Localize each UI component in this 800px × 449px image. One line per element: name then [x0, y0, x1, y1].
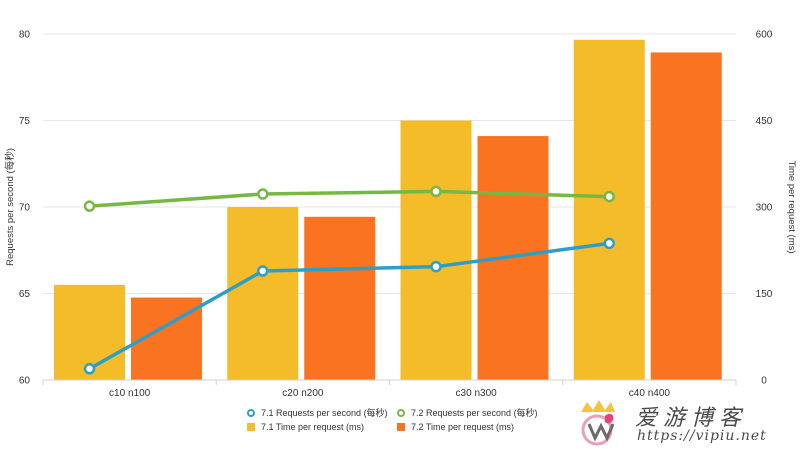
y-right-tick-label: 600: [756, 30, 773, 41]
tick-labels: 60 65 70 75 80 0 150 300 450 600 c10 n100 c20 n200 c…: [19, 30, 773, 400]
y-right-tick-label: 300: [756, 203, 773, 214]
legend-item-7-2-time[interactable]: 7.2 Time per request (ms): [396, 422, 546, 432]
series-line-7-1-rps: [88, 241, 610, 371]
legend-label: 7.2 Requests per second (每秒): [411, 408, 538, 418]
legend-item-7-1-time[interactable]: 7.1 Time per request (ms): [246, 422, 396, 432]
watermark-url: https://vipiu.net: [637, 428, 767, 444]
legend-item-7-2-rps[interactable]: 7.2 Requests per second (每秒): [396, 406, 546, 419]
y-right-tick-label: 450: [756, 116, 773, 127]
crown-logo-icon: [581, 400, 615, 446]
legend: 7.1 Requests per second (每秒) 7.2 Request…: [246, 406, 546, 432]
legend-circle-icon: [397, 408, 405, 417]
x-tick-label: c30 n300: [456, 388, 498, 399]
y-left-tick-label: 70: [19, 203, 31, 214]
axes: [42, 379, 737, 385]
x-tick-label: c20 n200: [282, 388, 324, 399]
y-axis-left-title: Requests per second (每秒): [4, 148, 16, 266]
series-point-7-1-rps[interactable]: [257, 265, 269, 277]
bar-7-1-time: [573, 39, 645, 381]
legend-label: 7.2 Time per request (ms): [411, 422, 515, 432]
y-left-tick-label: 75: [19, 116, 31, 127]
bars: [54, 39, 722, 381]
y-axis-right-title: Time per request (ms): [786, 160, 797, 253]
legend-square-icon: [247, 423, 255, 431]
y-left-tick-label: 65: [19, 289, 31, 300]
legend-square-icon: [397, 423, 405, 431]
series-point-7-2-rps[interactable]: [83, 200, 96, 212]
legend-label: 7.1 Requests per second (每秒): [261, 408, 388, 418]
y-left-tick-label: 80: [19, 30, 31, 41]
y-right-tick-label: 0: [761, 376, 767, 387]
x-tick-label: c10 n100: [109, 388, 151, 399]
y-right-tick-label: 150: [756, 289, 773, 300]
series-lines: [88, 189, 610, 371]
legend-item-7-1-rps[interactable]: 7.1 Requests per second (每秒): [246, 406, 396, 419]
bar-7-1-time: [400, 120, 472, 380]
legend-label: 7.1 Time per request (ms): [261, 422, 365, 432]
series-point-7-1-rps[interactable]: [83, 363, 96, 375]
bar-7-2-time: [650, 52, 722, 380]
legend-circle-icon: [247, 408, 255, 417]
series-point-7-1-rps[interactable]: [603, 237, 615, 250]
series-point-7-2-rps[interactable]: [603, 190, 615, 203]
bar-7-1-time: [227, 207, 299, 380]
series-points: [83, 185, 615, 375]
series-point-7-2-rps[interactable]: [430, 185, 442, 198]
x-tick-label: c40 n400: [629, 388, 671, 399]
y-left-tick-label: 60: [19, 376, 31, 387]
watermark: 爱游博客 https://vipiu.net: [575, 398, 795, 448]
series-line-7-2-rps: [89, 189, 610, 208]
series-point-7-2-rps[interactable]: [257, 188, 269, 200]
watermark-title: 爱游博客: [635, 406, 748, 431]
series-point-7-1-rps[interactable]: [430, 260, 442, 273]
bar-7-2-time: [304, 216, 376, 380]
